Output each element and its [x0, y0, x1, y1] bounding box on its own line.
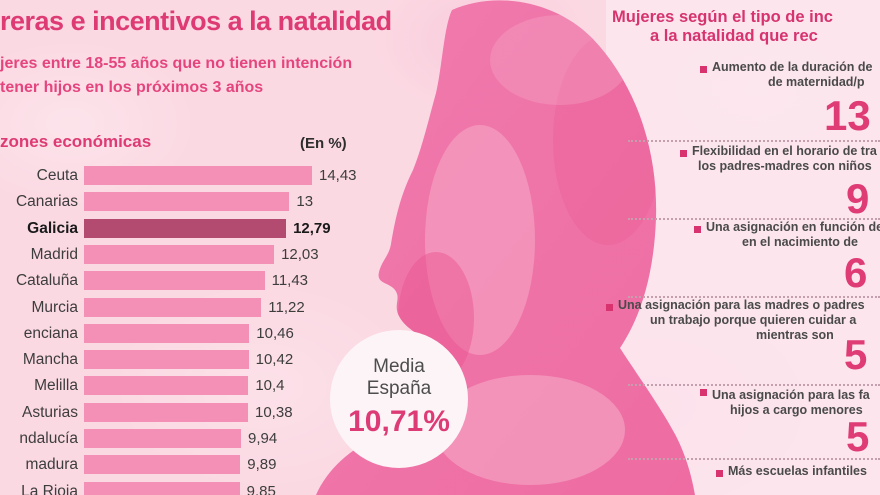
- bar-value: 10,4: [255, 377, 285, 395]
- incentive-item-text: Una asignación en función de: [706, 220, 880, 234]
- dotted-separator: [628, 384, 880, 386]
- bar-row: La Rioja 9,85: [0, 481, 470, 495]
- average-badge-label-2: España: [366, 378, 432, 399]
- bar-row: Cataluña 11,43: [0, 271, 470, 291]
- incentive-item-text: mientras son: [756, 328, 834, 342]
- dotted-separator: [628, 296, 880, 298]
- incentive-value: 5: [846, 413, 870, 460]
- bar: [84, 455, 241, 475]
- bar-value: 10,46: [256, 324, 294, 342]
- bullet-square-icon: [606, 304, 613, 311]
- bullet-square-icon: [694, 226, 701, 233]
- bar-row: enciana 10,46: [0, 323, 470, 344]
- bar-chart: Ceuta 14,43 Canarias 13 Galicia 12,79 Madrid 12…: [0, 166, 470, 495]
- bar-label: Madrid: [30, 245, 78, 263]
- bullet-square-icon: [700, 66, 707, 73]
- bar-label: Galicia: [27, 219, 78, 237]
- incentive-item-text: en el nacimiento de: [742, 235, 859, 249]
- incentive-value: 6: [844, 249, 868, 296]
- bar-label: Murcia: [31, 298, 78, 316]
- bar-label: Ceuta: [36, 167, 78, 184]
- bar-row: ndalucía 9,94: [0, 429, 470, 449]
- bar-row: Murcia 11,22: [0, 297, 470, 318]
- dotted-separator: [628, 458, 880, 460]
- bar: [84, 271, 265, 291]
- bar-value: 10,38: [255, 403, 293, 421]
- bar-row: Mancha 10,42: [0, 350, 470, 370]
- bullet-square-icon: [680, 150, 687, 157]
- incentive-item-text: un trabajo porque quieren cuidar a: [650, 313, 857, 327]
- bar-value: 14,43: [318, 167, 357, 184]
- bar-label: Mancha: [22, 351, 78, 369]
- bar: [84, 192, 290, 212]
- incentive-item-text: Una asignación para las madres o padres: [618, 298, 865, 312]
- incentive-item-text: hijos a cargo menores: [730, 403, 863, 417]
- bar-row: Madrid 12,03: [0, 244, 470, 265]
- incentive-item-text: Aumento de la duración de: [712, 60, 873, 74]
- bar-row: Asturias 10,38: [0, 402, 470, 423]
- incentive-value: 9: [846, 175, 870, 222]
- dotted-separator: [628, 218, 880, 220]
- incentive-item-text: Flexibilidad en el horario de tra: [692, 144, 877, 158]
- bar-row: Melilla 10,4: [0, 376, 470, 396]
- bar-label: Canarias: [15, 193, 78, 211]
- incentive-item-text: de maternidad/p: [768, 75, 865, 89]
- bar-value: 12,79: [293, 219, 331, 237]
- bullet-square-icon: [716, 470, 723, 477]
- bar: [84, 402, 248, 422]
- right-panel-title-line-1: Mujeres según el tipo de inc: [612, 8, 833, 26]
- bar-value: 11,22: [268, 298, 305, 316]
- average-badge-label-1: Media: [373, 356, 425, 377]
- bar-label: Asturias: [22, 403, 78, 421]
- incentive-value: 13: [824, 92, 871, 139]
- bar: [84, 481, 240, 495]
- bar: [84, 166, 312, 185]
- average-badge-value: 10,71%: [348, 405, 450, 438]
- chart-unit-label: (En %): [300, 135, 347, 152]
- chart-section-title: zones económicas: [0, 132, 152, 151]
- bar: [84, 218, 287, 238]
- bar-label: Melilla: [34, 377, 78, 395]
- incentive-item-text: Una asignación para las fa: [712, 388, 870, 402]
- bar: [84, 429, 242, 448]
- bar: [84, 323, 250, 343]
- bar-label: ndalucía: [19, 430, 78, 447]
- bar-row: madura 9,89: [0, 455, 470, 475]
- incentive-item-text: Más escuelas infantiles: [728, 464, 867, 478]
- page-title: reras e incentivos a la natalidad: [0, 6, 392, 36]
- bar-label: Cataluña: [15, 272, 78, 290]
- bar-value: 10,42: [255, 351, 294, 369]
- bar-label: La Rioja: [21, 482, 78, 495]
- incentive-item-text: los padres-madres con niños: [698, 159, 872, 173]
- bar-value: 9,94: [248, 430, 278, 447]
- subtitle-line-1: jeres entre 18-55 años que no tienen int…: [0, 55, 353, 72]
- bar-row: Canarias 13: [0, 192, 470, 212]
- dotted-separator: [628, 140, 880, 142]
- bar-value: 12,03: [281, 245, 319, 263]
- right-panel-title-line-2: a la natalidad que rec: [650, 27, 818, 45]
- bar: [84, 376, 249, 396]
- bar-value: 11,43: [271, 272, 309, 290]
- subtitle-line-2: tener hijos en los próximos 3 años: [0, 79, 264, 96]
- bar: [84, 297, 262, 317]
- bar-label: madura: [25, 456, 78, 474]
- bullet-square-icon: [700, 389, 707, 396]
- bar: [84, 350, 249, 370]
- bar-label: enciana: [23, 324, 78, 342]
- bar: [84, 244, 275, 264]
- bar-value: 9,85: [246, 482, 276, 495]
- bar-value: 9,89: [247, 456, 277, 474]
- bar-row: Ceuta 14,43: [0, 166, 470, 186]
- incentive-value: 5: [844, 331, 868, 378]
- bar-row: Galicia 12,79: [0, 218, 470, 239]
- average-badge: Media España 10,71%: [330, 330, 468, 468]
- bar-value: 13: [296, 193, 314, 211]
